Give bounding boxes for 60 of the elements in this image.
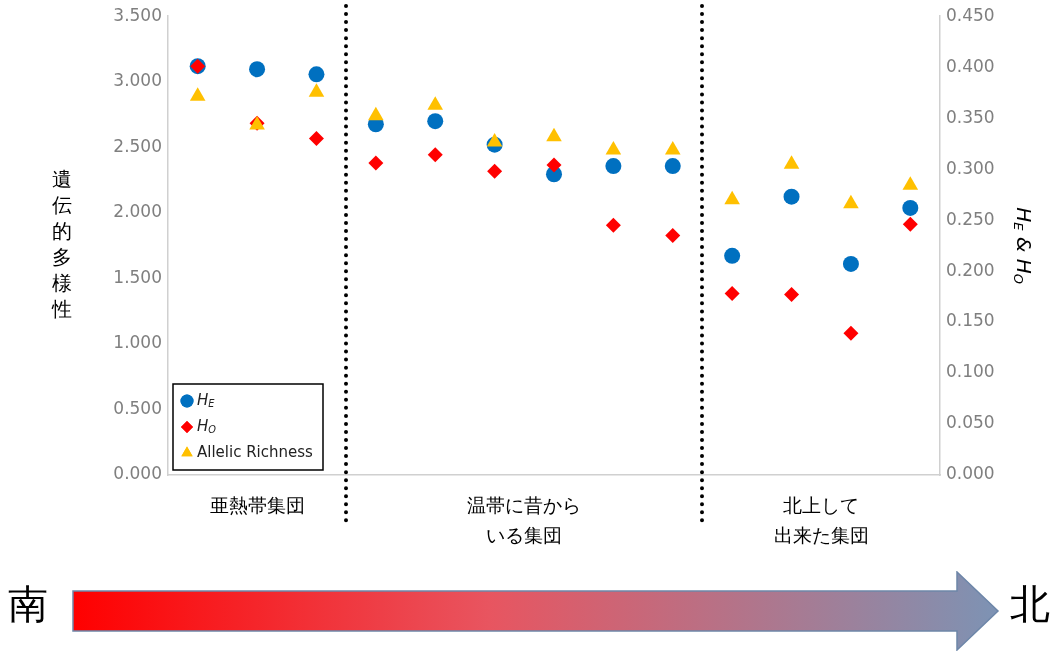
point	[427, 113, 444, 130]
y2-axis-title: HE & HO	[1010, 207, 1036, 285]
text: 南	[8, 580, 48, 629]
point	[546, 157, 562, 173]
point	[902, 216, 918, 232]
y2-tick-label: 0.400	[946, 55, 995, 76]
point	[427, 147, 443, 163]
point	[902, 199, 919, 216]
point	[605, 158, 622, 175]
point	[843, 325, 859, 341]
y2-tick-label: 0.350	[946, 106, 995, 127]
point	[546, 127, 562, 142]
legend-label: HO	[197, 416, 217, 436]
point	[784, 287, 800, 303]
y-tick-label: 2.500	[113, 135, 162, 156]
point	[724, 247, 741, 264]
y2-tick-label: 0.300	[946, 157, 995, 178]
point	[783, 155, 800, 169]
point	[487, 163, 503, 179]
text: 温帯に昔からいる集団	[467, 493, 582, 546]
y-tick-label: 0.500	[113, 397, 162, 418]
point	[664, 158, 681, 175]
point	[605, 140, 622, 155]
point	[843, 194, 859, 209]
point	[724, 190, 740, 205]
legend-label: Allelic Richness	[197, 442, 314, 461]
point	[308, 83, 325, 97]
y-tick-label: 3.000	[113, 70, 162, 91]
y2-tick-label: 0.000	[946, 463, 995, 484]
text: 北	[1010, 580, 1050, 629]
point	[664, 140, 681, 155]
text: 亜熱帯集団	[209, 493, 305, 516]
point	[724, 286, 740, 302]
y2-tick-label: 0.100	[946, 361, 995, 382]
point	[427, 96, 444, 110]
point	[189, 87, 206, 101]
y-tick-label: 1.000	[113, 332, 162, 353]
point	[486, 133, 503, 147]
y-tick-label: 0.000	[113, 463, 162, 484]
y-tick-label: 2.000	[113, 201, 162, 222]
point	[249, 61, 266, 78]
legend-label: HE	[197, 390, 216, 410]
y-tick-label: 3.500	[113, 4, 162, 25]
point	[308, 131, 324, 147]
y-tick-label: 1.500	[113, 266, 162, 287]
y-axis-title: 遺伝的多様性	[51, 166, 72, 321]
point	[308, 66, 325, 83]
y2-tick-label: 0.050	[946, 412, 995, 433]
point	[368, 106, 384, 121]
text: 北上して出来た集団	[773, 493, 869, 546]
y2-tick-label: 0.150	[946, 310, 995, 331]
y2-tick-label: 0.200	[946, 259, 995, 280]
point	[368, 155, 384, 171]
y2-tick-label: 0.250	[946, 208, 995, 229]
point	[842, 255, 859, 272]
y2-tick-label: 0.450	[946, 4, 995, 25]
point	[605, 217, 621, 233]
point	[665, 227, 681, 243]
point	[783, 188, 800, 205]
point	[902, 176, 919, 190]
